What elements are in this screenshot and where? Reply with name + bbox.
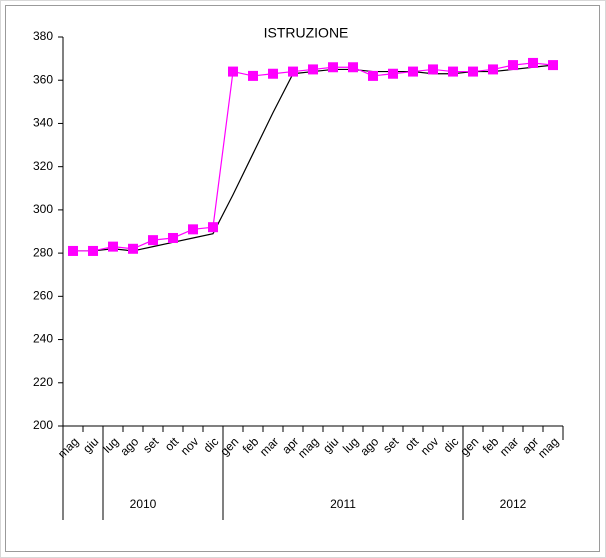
y-tick-label: 300	[33, 202, 53, 216]
series-marker	[188, 224, 198, 235]
group-label: 2010	[130, 497, 157, 511]
series-marker	[248, 70, 258, 81]
series-marker	[68, 245, 78, 256]
series-marker	[88, 245, 98, 256]
y-tick-label: 360	[33, 72, 53, 86]
y-tick-label: 320	[33, 159, 53, 173]
series-marker	[448, 66, 458, 77]
series-marker	[408, 66, 418, 77]
series-marker	[328, 62, 338, 73]
series-marker	[508, 60, 518, 71]
series-marker	[428, 64, 438, 75]
series-marker	[268, 68, 278, 79]
series-marker	[148, 235, 158, 246]
series-marker	[368, 70, 378, 81]
y-tick-label: 280	[33, 245, 53, 259]
y-tick-label: 200	[33, 418, 53, 432]
series-marker	[548, 60, 558, 71]
series-marker	[308, 64, 318, 75]
series-marker	[488, 64, 498, 75]
series-marker	[348, 62, 358, 73]
series-marker	[208, 222, 218, 233]
series-marker	[108, 241, 118, 252]
series-marker	[288, 66, 298, 77]
series-marker	[468, 66, 478, 77]
group-label: 2012	[500, 497, 527, 511]
series-marker	[388, 68, 398, 79]
series-marker	[528, 57, 538, 68]
chart-title: ISTRUZIONE	[264, 25, 349, 41]
y-tick-label: 260	[33, 289, 53, 303]
group-label: 2011	[330, 497, 356, 511]
chart-border	[5, 5, 600, 552]
y-tick-label: 380	[33, 29, 53, 43]
series-marker	[168, 232, 178, 243]
y-tick-label: 340	[33, 116, 53, 130]
y-tick-label: 240	[33, 332, 53, 346]
series-marker	[128, 243, 138, 254]
series-marker	[228, 66, 238, 77]
y-tick-label: 220	[33, 375, 53, 389]
